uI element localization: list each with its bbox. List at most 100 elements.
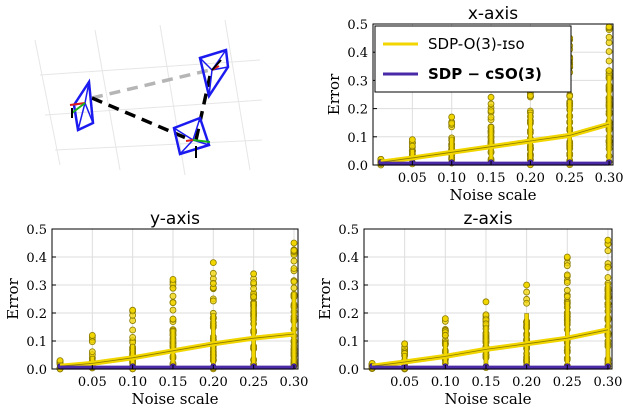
series-line-iso-edge [60, 333, 295, 367]
plot-frame [51, 228, 299, 370]
y-tick-label: 0.1 [26, 335, 47, 350]
data-point-iso [408, 142, 416, 150]
y-tick-label: 0.3 [338, 279, 359, 294]
y-tick-label: 0.1 [338, 335, 359, 350]
y-tick-label: 0.0 [26, 363, 47, 378]
data-point-iso [290, 247, 298, 254]
data-point-iso [169, 299, 177, 307]
chart-title: y-axis [150, 209, 200, 229]
camera-scene-illustration [34, 19, 263, 176]
y-tick-label: 0.4 [338, 251, 359, 266]
data-point-iso [526, 92, 534, 99]
y-tick-label: 0.2 [338, 307, 359, 322]
data-point-iso [448, 119, 456, 127]
camera-frustum-2 [198, 48, 230, 100]
data-point-iso [441, 331, 449, 339]
data-point-iso [563, 286, 571, 294]
y-tick-label: 0.5 [338, 223, 359, 238]
data-point-iso [250, 293, 258, 301]
data-point-iso-max [604, 236, 612, 244]
chart-title: x-axis [468, 4, 518, 24]
data-point-iso [563, 262, 571, 270]
data-point-iso [169, 315, 177, 323]
y-tick-label: 0.4 [26, 251, 47, 266]
data-point-iso-max [250, 270, 258, 278]
data-point-iso [487, 107, 495, 115]
data-point-iso [129, 326, 137, 334]
y-tick-label: 0.2 [347, 103, 368, 118]
y-axis-label: Error [316, 277, 334, 319]
camera-frustum-1 [69, 78, 95, 132]
y-tick-label: 0.0 [338, 363, 359, 378]
x-tick-label: 0.25 [239, 375, 268, 390]
series-line-iso-edge [380, 123, 610, 163]
data-point-iso [290, 265, 298, 272]
y-axis-label: Error [325, 73, 343, 115]
x-tick-label: 0.15 [477, 171, 506, 186]
chart-panel-y-axis: 0.05 0.10 0.15 0.20 0.25 0.30 0.0 0.1 0.2 0.3 0.4 0… [4, 209, 308, 408]
data-point-iso [604, 247, 612, 255]
y-tick-label: 0.3 [347, 74, 368, 89]
data-point-iso-max [209, 259, 217, 267]
data-point-iso-max [441, 315, 449, 323]
data-column-iso [251, 300, 256, 370]
x-tick-label: 0.15 [471, 375, 500, 390]
data-point-iso [88, 338, 96, 346]
data-point-iso-max [563, 253, 571, 261]
legend-box [374, 25, 572, 93]
data-point-iso-max [448, 113, 456, 121]
x-axis-label: Noise scale [131, 390, 218, 408]
data-point-iso [523, 299, 531, 307]
series-line-iso-edge [372, 329, 609, 367]
data-point-iso-max [605, 23, 613, 31]
x-tick-label: 0.15 [159, 375, 188, 390]
data-point-iso-max [129, 306, 137, 314]
x-tick-label: 0.30 [595, 171, 623, 186]
data-point-iso [88, 348, 96, 356]
data-point-iso [604, 263, 612, 271]
x-axis-label: Noise scale [449, 186, 536, 204]
x-tick-label: 0.10 [437, 171, 466, 186]
data-column-iso [564, 300, 570, 370]
scene-grid [34, 19, 263, 176]
x-tick-label: 0.05 [78, 375, 107, 390]
data-point-iso-max [487, 93, 495, 101]
data-column-iso [606, 74, 612, 166]
x-axis-label: Noise scale [444, 390, 531, 408]
chart-panel-x-axis: 0.05 0.10 0.15 0.20 0.25 0.30 0.0 0.1 0.2 0.3 0.4 0… [325, 4, 623, 204]
x-tick-label: 0.20 [512, 375, 541, 390]
data-point-iso-max [401, 340, 409, 348]
chart-title: z-axis [463, 209, 512, 229]
legend-label-csO3: SDP − cSO(3) [428, 65, 542, 83]
data-point-iso-max [482, 298, 490, 306]
data-point-iso [605, 33, 613, 41]
plot-frame [372, 23, 614, 166]
x-tick-label: 0.20 [516, 171, 545, 186]
edge-gray [91, 68, 211, 100]
y-tick-label: 0.1 [347, 131, 368, 146]
y-tick-label: 0.3 [26, 279, 47, 294]
data-point-iso [169, 306, 177, 314]
data-point-iso-max [408, 136, 416, 144]
data-point-iso [566, 92, 574, 100]
y-tick-label: 0.5 [26, 223, 47, 238]
x-tick-label: 0.20 [199, 375, 228, 390]
y-tick-label: 0.0 [347, 159, 368, 174]
data-point-iso [563, 293, 571, 300]
chart-panel-z-axis: 0.05 0.10 0.15 0.20 0.25 0.30 0.0 0.1 0.2 0.3 0.4 0… [316, 209, 622, 408]
data-point-iso [290, 284, 298, 292]
x-tick-label: 0.25 [555, 171, 584, 186]
data-point-iso [250, 279, 258, 287]
data-point-iso [129, 333, 137, 341]
data-point-iso-max [290, 239, 298, 247]
data-point-iso [563, 279, 571, 286]
data-point-iso [290, 257, 298, 265]
x-tick-label: 0.05 [390, 375, 419, 390]
data-point-iso [290, 278, 298, 286]
x-tick-label: 0.10 [118, 375, 147, 390]
legend: SDP-O(3)-ɪso SDP − cSO(3) [374, 25, 572, 93]
data-point-iso [605, 57, 613, 65]
data-point-iso [209, 297, 217, 305]
data-point-iso [604, 274, 612, 281]
